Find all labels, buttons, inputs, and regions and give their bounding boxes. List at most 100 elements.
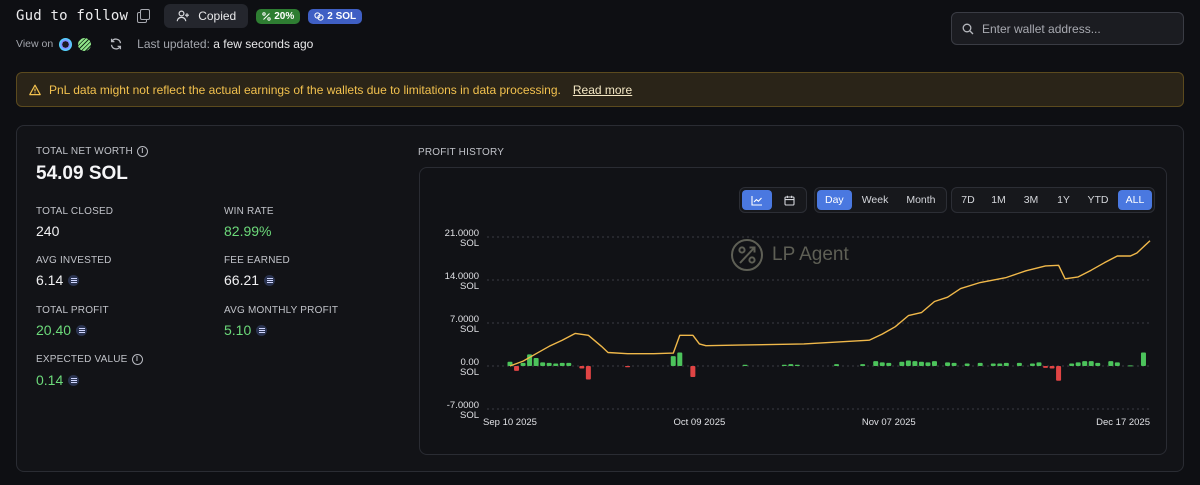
daily-pnl-bar [1003,362,1009,366]
range-ytd-button[interactable]: YTD [1087,194,1109,206]
x-tick-label: Oct 09 2025 [674,417,726,428]
range-all-button[interactable]: ALL [1118,190,1152,210]
daily-pnl-bar [951,362,957,366]
copied-label: Copied [198,9,237,23]
daily-pnl-bar [1108,361,1114,366]
avg-invested-number: 6.14 [36,272,64,288]
daily-pnl-bar [1114,362,1120,366]
solscan-site-icon[interactable] [78,37,92,51]
pnl-warning-banner: PnL data might not reflect the actual ea… [16,72,1184,107]
wallet-name: Gud to follow [16,8,129,24]
calendar-icon [783,195,795,206]
daily-pnl-bar [546,362,552,366]
daily-pnl-bar [886,362,892,366]
daily-pnl-bar [1095,362,1101,366]
y-tick-label: 0.00 [461,357,480,368]
total-profit-label: TOTAL PROFIT [36,305,109,316]
last-updated-value: a few seconds ago [213,37,314,51]
daily-pnl-bar [1140,352,1146,366]
net-worth-label: TOTAL NET WORTH i [36,146,148,157]
daily-pnl-bar [945,362,951,366]
wallet-header: Gud to follow Copied 20% 2 SOL [16,4,363,28]
y-tick-label: 7.0000 [450,314,479,325]
expected-value-label-text: EXPECTED VALUE [36,354,128,365]
granularity-week-button[interactable]: Week [861,194,889,206]
daily-pnl-bar [1075,362,1081,366]
win-rate-value: 82.99% [224,223,272,239]
daily-pnl-bar [1049,366,1055,369]
daily-pnl-bar [873,361,879,366]
daily-pnl-bar [905,360,911,366]
view-on-label: View on [16,38,54,50]
avg-monthly-profit-label: AVG MONTHLY PROFIT [224,305,339,316]
profit-history-chart: Day Week Month 7D 1M 3M 1Y YTD ALL LP Ag… [419,167,1167,455]
fee-earned-value: 66.21 [224,272,276,288]
granularity-toggle: Day Week Month [814,187,947,213]
percent-icon [262,11,271,21]
avg-invested-label: AVG INVESTED [36,255,112,266]
daily-pnl-bar [533,358,539,366]
sol-icon [256,324,268,336]
win-rate-label: WIN RATE [224,206,274,217]
expected-value-value: 0.14 [36,372,80,388]
refresh-icon[interactable] [109,37,123,51]
coins-icon [314,11,324,21]
daily-pnl-bar [1036,362,1042,366]
daily-pnl-bar [1069,363,1075,366]
profit-history-plot: 21.0000SOL14.0000SOL7.0000SOL0.00SOL-7.0… [445,228,1151,428]
y-tick-unit: SOL [460,281,479,292]
daily-pnl-bar [625,366,631,368]
copy-icon[interactable] [136,9,151,23]
daily-pnl-bar [788,364,794,366]
lp-agent-logo-icon [731,239,763,271]
total-closed-value: 240 [36,223,60,239]
y-tick-unit: SOL [460,324,479,335]
warning-icon [29,84,41,95]
y-tick-label: -7.0000 [447,400,479,411]
avg-invested-value: 6.14 [36,272,80,288]
y-tick-label: 14.0000 [445,271,479,282]
range-1y-button[interactable]: 1Y [1057,194,1070,206]
daily-pnl-bar [742,364,748,366]
info-icon[interactable]: i [131,354,143,365]
daily-pnl-bar [585,366,591,380]
range-1m-button[interactable]: 1M [991,194,1006,206]
daily-pnl-bar [964,363,970,366]
y-tick-label: 21.0000 [445,228,479,239]
daily-pnl-bar [990,363,996,366]
wallet-address-input[interactable] [982,21,1172,36]
view-on-row: View on Last updated: a few seconds ago [16,35,313,53]
fee-earned-number: 66.21 [224,272,260,288]
sol-icon [76,324,88,336]
daily-pnl-bar [781,364,787,366]
info-icon[interactable]: i [136,146,148,157]
explorer-site-icon[interactable] [59,37,73,51]
warning-text: PnL data might not reflect the actual ea… [49,82,561,97]
total-profit-value: 20.40 [36,322,88,338]
wallet-search [951,12,1184,45]
range-3m-button[interactable]: 3M [1023,194,1039,206]
daily-pnl-bar [977,362,983,366]
net-worth-value: 54.09 SOL [36,163,128,184]
daily-pnl-bar [997,363,1003,366]
y-tick-unit: SOL [460,238,479,249]
daily-pnl-bar [794,364,800,366]
daily-pnl-bar [579,366,585,369]
y-tick-unit: SOL [460,367,479,378]
search-icon [962,23,974,34]
range-7d-button[interactable]: 7D [961,194,975,206]
line-chart-view-button[interactable] [742,190,772,210]
avg-monthly-profit-number: 5.10 [224,322,252,338]
lp-agent-watermark: LP Agent [730,238,849,272]
x-tick-label: Nov 07 2025 [862,417,916,428]
time-range-toggle: 7D 1M 3M 1Y YTD ALL [951,187,1155,213]
daily-pnl-bar [670,356,676,366]
copy-trade-button[interactable]: Copied [164,4,249,28]
last-updated-label: Last updated: [137,37,210,51]
daily-pnl-bar [899,361,905,366]
calendar-view-button[interactable] [774,190,804,210]
watermark-text: LP Agent [772,244,849,265]
granularity-day-button[interactable]: Day [817,190,852,210]
granularity-month-button[interactable]: Month [906,194,936,206]
read-more-link[interactable]: Read more [572,82,633,97]
